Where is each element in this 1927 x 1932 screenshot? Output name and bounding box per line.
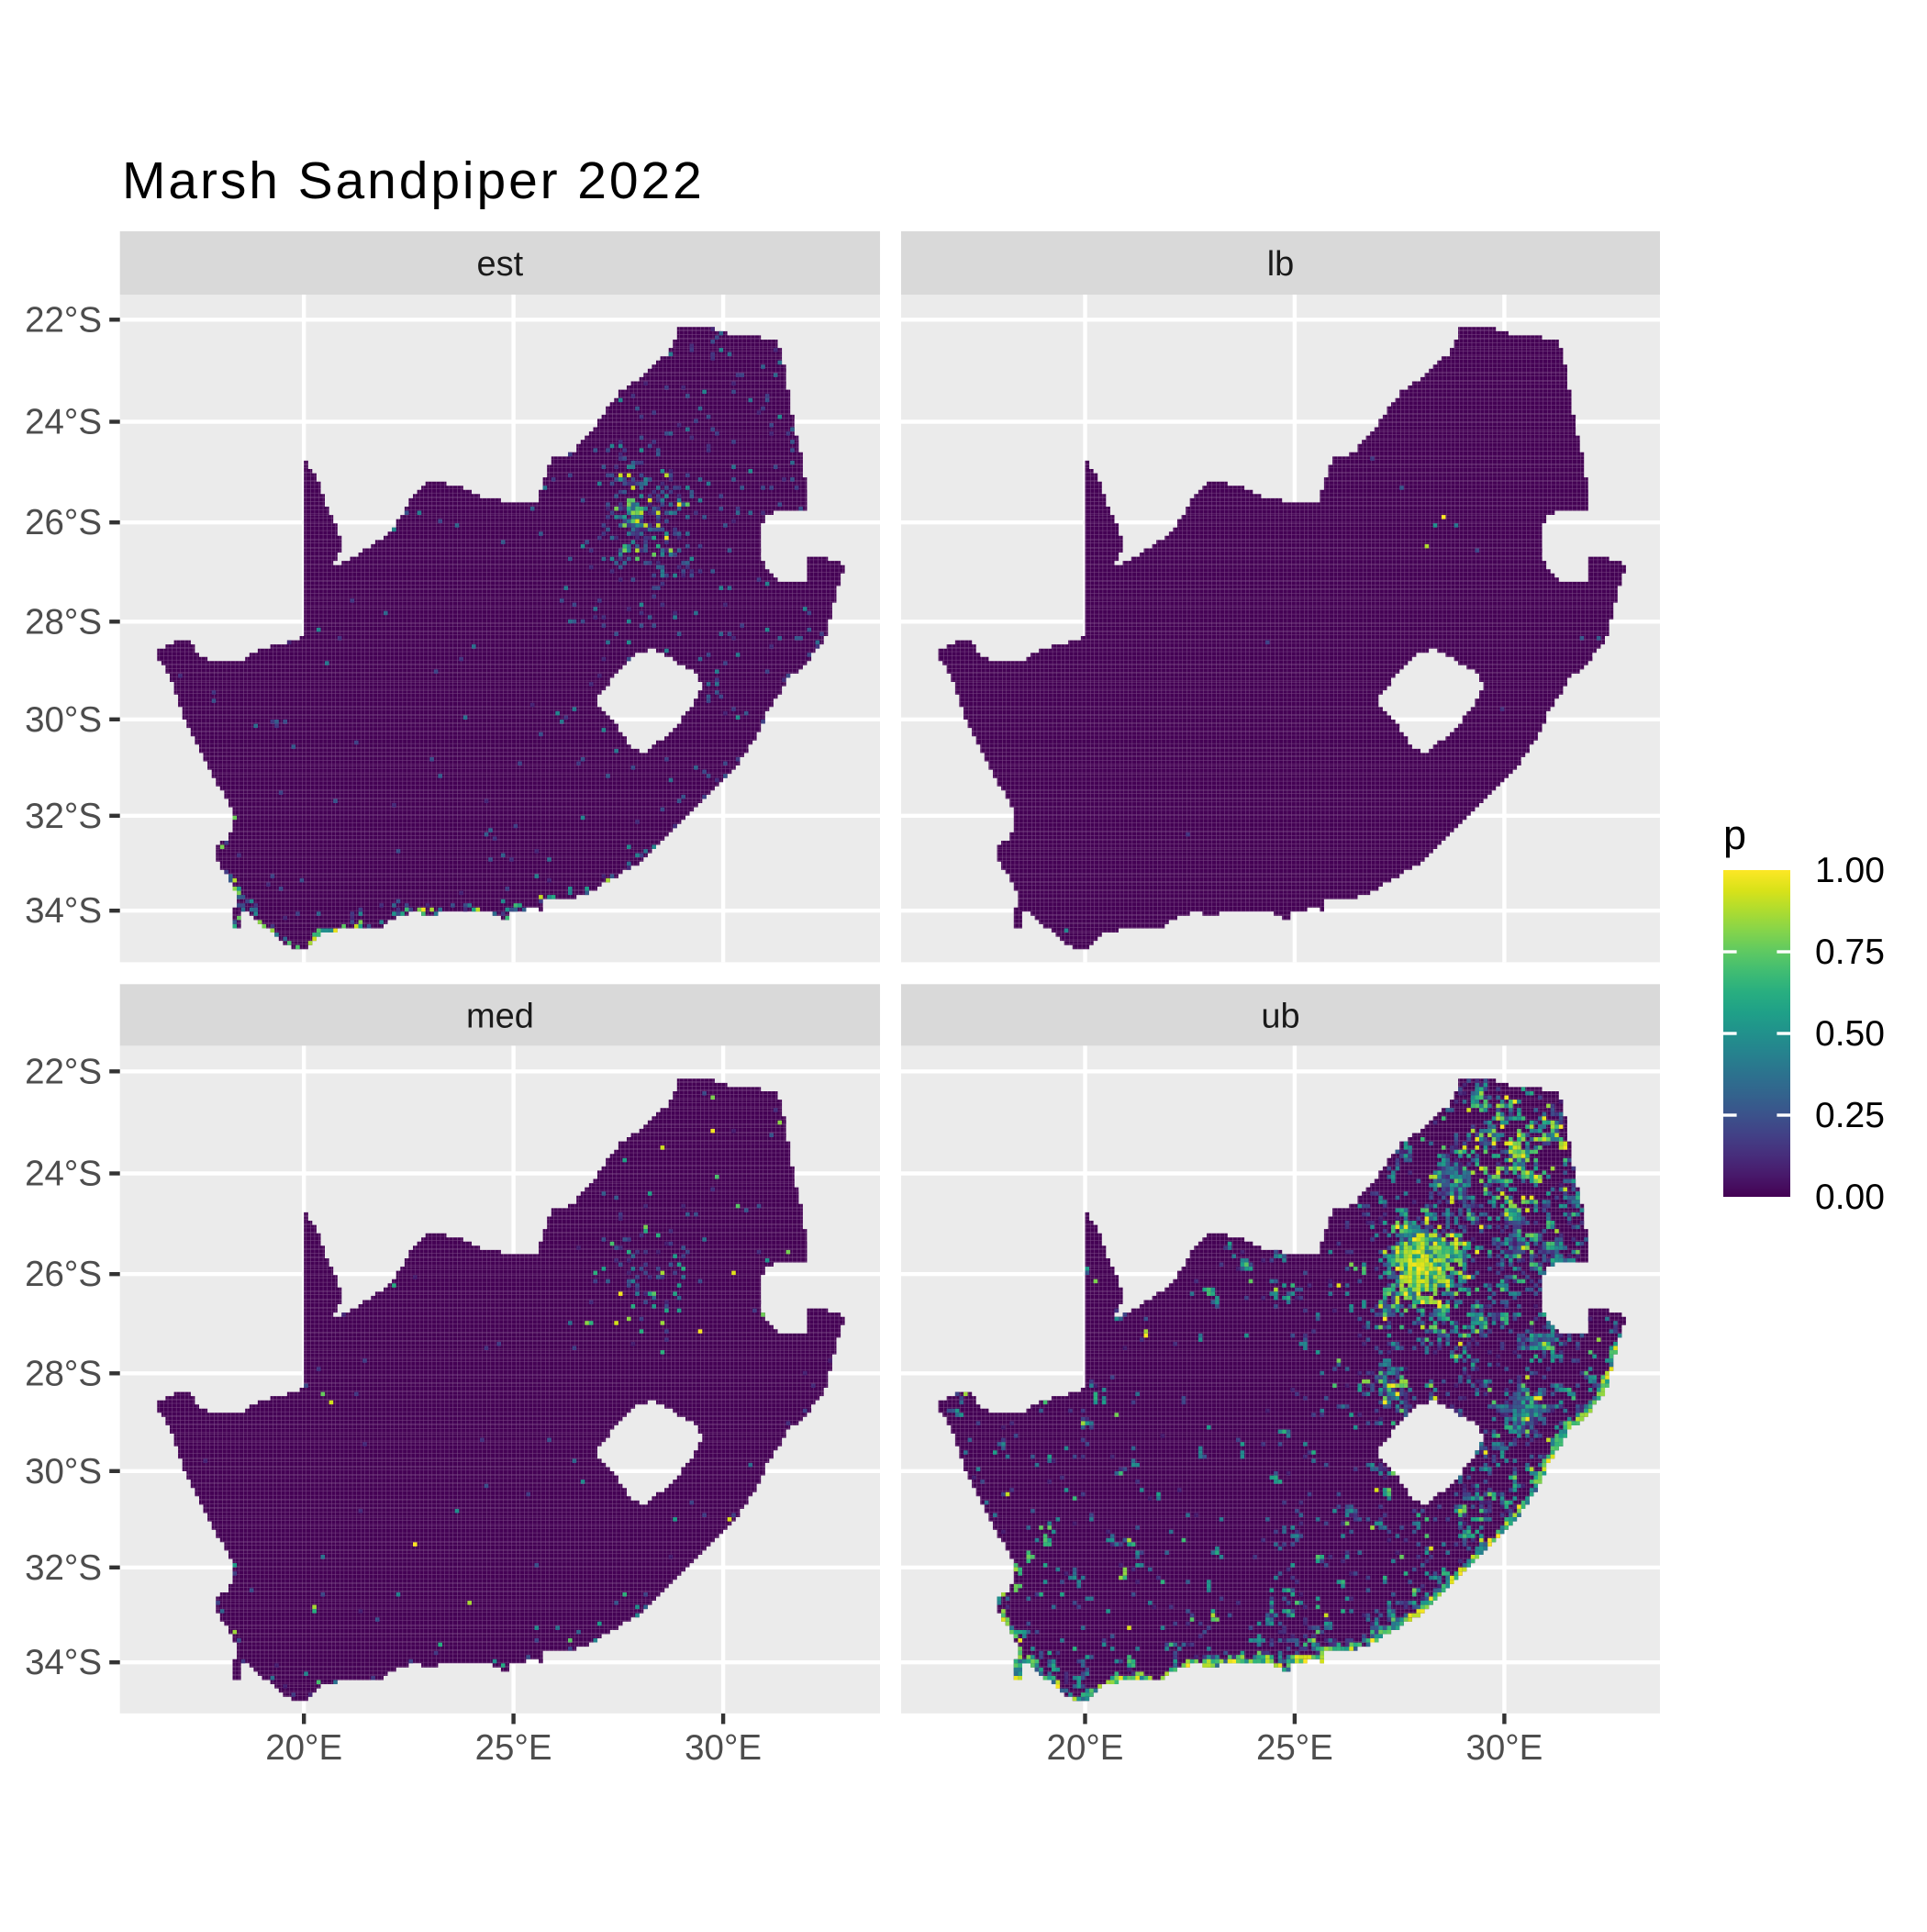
svg-text:0.25: 0.25 [1815,1096,1885,1135]
svg-text:30°E: 30°E [1465,1728,1543,1768]
svg-text:med: med [466,997,534,1035]
svg-text:est: est [477,245,524,284]
svg-text:34°S: 34°S [25,891,102,931]
svg-text:24°S: 24°S [25,1155,102,1194]
svg-text:32°S: 32°S [25,797,102,836]
svg-text:0.50: 0.50 [1815,1014,1885,1054]
svg-text:34°S: 34°S [25,1643,102,1682]
svg-text:28°S: 28°S [25,602,102,642]
svg-text:0.00: 0.00 [1815,1178,1885,1217]
svg-text:20°E: 20°E [1047,1728,1124,1768]
svg-text:lb: lb [1267,245,1295,284]
svg-text:25°E: 25°E [1256,1728,1333,1768]
svg-text:Marsh Sandpiper 2022: Marsh Sandpiper 2022 [122,151,705,210]
svg-text:24°S: 24°S [25,403,102,442]
svg-text:20°E: 20°E [265,1728,342,1768]
svg-text:30°E: 30°E [685,1728,762,1768]
svg-text:0.75: 0.75 [1815,932,1885,972]
svg-text:26°S: 26°S [25,503,102,542]
svg-text:30°S: 30°S [25,700,102,740]
svg-text:26°S: 26°S [25,1255,102,1294]
svg-text:22°S: 22°S [25,300,102,340]
svg-text:32°S: 32°S [25,1548,102,1588]
svg-text:22°S: 22°S [25,1052,102,1091]
svg-text:25°E: 25°E [475,1728,552,1768]
svg-text:ub: ub [1261,997,1299,1035]
svg-text:30°S: 30°S [25,1452,102,1491]
svg-text:p: p [1723,811,1746,858]
svg-text:1.00: 1.00 [1815,851,1885,890]
svg-text:28°S: 28°S [25,1354,102,1393]
